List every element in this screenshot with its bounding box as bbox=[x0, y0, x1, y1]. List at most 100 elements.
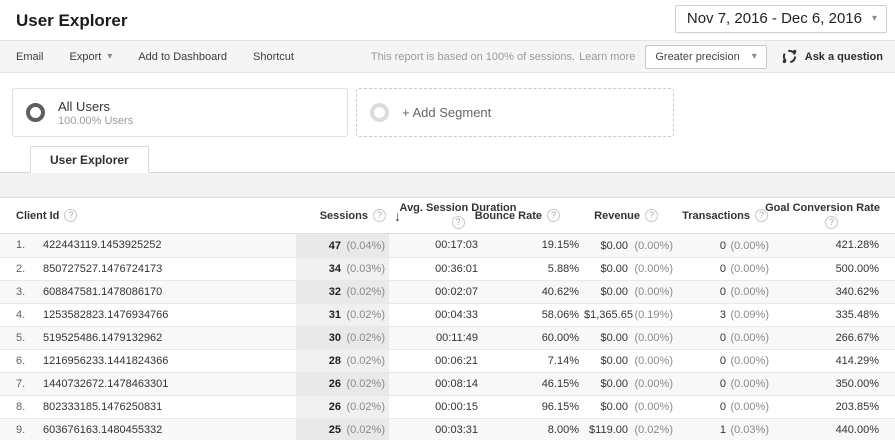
sampling-note: This report is based on 100% of sessions… bbox=[370, 50, 636, 63]
row-number: 6. bbox=[16, 355, 26, 367]
date-range-selector[interactable]: Nov 7, 2016 - Dec 6, 2016 ▾ bbox=[674, 5, 887, 33]
client-id-link[interactable]: 519525486.1479132962 bbox=[43, 332, 163, 344]
client-id-link[interactable]: 608847581.1478086170 bbox=[43, 286, 163, 298]
client-id-cell: 3. 608847581.1478086170 bbox=[0, 281, 296, 303]
sessions-cell: 31 (0.02%) bbox=[296, 304, 389, 326]
bounce-rate-cell: 96.15% bbox=[541, 401, 579, 413]
table-row: 5. 519525486.1479132962 30 (0.02%) 00:11… bbox=[0, 326, 895, 349]
table-row: 9. 603676163.1480455332 25 (0.02%) 00:03… bbox=[0, 418, 895, 440]
client-id-cell: 1. 422443119.1453925252 bbox=[0, 234, 296, 257]
client-id-cell: 5. 519525486.1479132962 bbox=[0, 327, 296, 349]
help-icon[interactable]: ? bbox=[547, 209, 560, 222]
client-id-link[interactable]: 1253582823.1476934766 bbox=[43, 309, 169, 321]
page-title: User Explorer bbox=[16, 11, 128, 30]
avg-session-duration-cell: 00:00:15 bbox=[435, 401, 478, 413]
column-header-goal-conversion-rate[interactable]: Goal Conversion Rate ? bbox=[765, 202, 880, 229]
transactions-cell: 0 (0.00%) bbox=[719, 355, 769, 367]
sessions-cell: 32 (0.02%) bbox=[296, 281, 389, 303]
table-row: 2. 850727527.1476724173 34 (0.03%) 00:36… bbox=[0, 257, 895, 280]
help-icon[interactable]: ? bbox=[825, 216, 838, 229]
goal-conversion-rate-cell: 335.48% bbox=[835, 309, 879, 321]
client-id-link[interactable]: 802333185.1476250831 bbox=[43, 401, 163, 413]
row-number: 4. bbox=[16, 309, 26, 321]
export-button[interactable]: Export ▾ bbox=[69, 50, 113, 63]
help-icon[interactable]: ? bbox=[755, 209, 768, 222]
action-toolbar: Email Export ▾ Add to Dashboard Shortcut… bbox=[0, 40, 895, 73]
revenue-cell: $0.00 (0.00%) bbox=[600, 263, 673, 275]
column-header-bounce-rate[interactable]: Bounce Rate ? bbox=[475, 198, 560, 233]
email-button[interactable]: Email bbox=[16, 50, 44, 63]
client-id-cell: 2. 850727527.1476724173 bbox=[0, 258, 296, 280]
sessions-cell: 28 (0.02%) bbox=[296, 350, 389, 372]
sort-descending-icon[interactable]: ↓ bbox=[394, 207, 401, 224]
help-icon[interactable]: ? bbox=[645, 209, 658, 222]
bounce-rate-cell: 58.06% bbox=[541, 309, 579, 321]
goal-conversion-rate-cell: 414.29% bbox=[835, 355, 879, 367]
transactions-cell: 0 (0.00%) bbox=[719, 378, 769, 390]
goal-conversion-rate-cell: 266.67% bbox=[835, 332, 879, 344]
transactions-cell: 0 (0.00%) bbox=[719, 239, 769, 252]
sessions-cell: 30 (0.02%) bbox=[296, 327, 389, 349]
row-number: 2. bbox=[16, 263, 26, 275]
column-header-avg-session-duration[interactable]: Avg. Session Duration ? bbox=[399, 202, 517, 229]
revenue-cell: $0.00 (0.00%) bbox=[600, 286, 673, 298]
transactions-cell: 0 (0.00%) bbox=[719, 332, 769, 344]
client-id-link[interactable]: 1216956233.1441824366 bbox=[43, 355, 169, 367]
client-id-link[interactable]: 1440732672.1478463301 bbox=[43, 378, 169, 390]
client-id-cell: 4. 1253582823.1476934766 bbox=[0, 304, 296, 326]
precision-selector[interactable]: Greater precision ▾ bbox=[645, 44, 767, 69]
chevron-down-icon: ▾ bbox=[107, 50, 113, 62]
date-range-label: Nov 7, 2016 - Dec 6, 2016 bbox=[686, 10, 862, 27]
avg-session-duration-cell: 00:36:01 bbox=[435, 263, 478, 275]
column-header-transactions[interactable]: Transactions ? bbox=[682, 198, 768, 233]
goal-conversion-rate-cell: 203.85% bbox=[835, 401, 879, 413]
column-header-revenue[interactable]: Revenue ? bbox=[594, 198, 658, 233]
segment-all-users[interactable]: All Users 100.00% Users bbox=[12, 88, 348, 137]
revenue-cell: $0.00 (0.00%) bbox=[600, 355, 673, 367]
sessions-cell: 25 (0.02%) bbox=[296, 419, 389, 440]
add-segment-button[interactable]: + Add Segment bbox=[356, 88, 674, 137]
avg-session-duration-cell: 00:17:03 bbox=[435, 239, 478, 251]
row-number: 3. bbox=[16, 286, 26, 298]
ask-a-question-button[interactable]: Ask a question bbox=[781, 48, 883, 65]
segment-bar: All Users 100.00% Users + Add Segment bbox=[0, 73, 895, 146]
help-icon[interactable]: ? bbox=[64, 209, 78, 222]
learn-more-link[interactable]: Learn more bbox=[579, 50, 636, 63]
help-icon[interactable]: ? bbox=[451, 216, 465, 229]
revenue-cell: $0.00 (0.00%) bbox=[600, 332, 673, 344]
client-id-link[interactable]: 603676163.1480455332 bbox=[43, 424, 163, 436]
goal-conversion-rate-cell: 440.00% bbox=[835, 424, 879, 436]
segment-name: All Users bbox=[58, 98, 111, 114]
revenue-cell: $119.00 (0.02%) bbox=[589, 424, 673, 436]
bounce-rate-cell: 46.15% bbox=[541, 378, 579, 390]
avg-session-duration-cell: 00:03:31 bbox=[435, 424, 478, 436]
sessions-cell: 26 (0.02%) bbox=[296, 396, 389, 418]
table-row: 1. 422443119.1453925252 47 (0.04%) 00:17… bbox=[0, 234, 895, 257]
bounce-rate-cell: 5.88% bbox=[547, 263, 579, 275]
client-id-link[interactable]: 850727527.1476724173 bbox=[43, 263, 163, 275]
bounce-rate-cell: 40.62% bbox=[541, 286, 579, 298]
table-row: 8. 802333185.1476250831 26 (0.02%) 00:00… bbox=[0, 395, 895, 418]
revenue-cell: $0.00 (0.00%) bbox=[600, 378, 673, 390]
table-top-band bbox=[0, 173, 895, 198]
shortcut-button[interactable]: Shortcut bbox=[253, 50, 294, 63]
column-header-sessions[interactable]: Sessions ? bbox=[320, 198, 386, 233]
client-id-cell: 7. 1440732672.1478463301 bbox=[0, 373, 296, 395]
sessions-cell: 26 (0.02%) bbox=[296, 373, 389, 395]
add-to-dashboard-button[interactable]: Add to Dashboard bbox=[138, 50, 228, 63]
help-icon[interactable]: ? bbox=[373, 209, 386, 222]
row-number: 1. bbox=[16, 239, 26, 251]
avg-session-duration-cell: 00:08:14 bbox=[435, 378, 478, 390]
segment-ring-icon bbox=[370, 103, 389, 122]
tab-user-explorer[interactable]: User Explorer bbox=[30, 146, 149, 173]
sessions-cell: 34 (0.03%) bbox=[296, 258, 389, 280]
intelligence-icon bbox=[782, 49, 797, 64]
revenue-cell: $0.00 (0.00%) bbox=[600, 401, 673, 413]
client-id-cell: 6. 1216956233.1441824366 bbox=[0, 350, 296, 372]
bounce-rate-cell: 19.15% bbox=[541, 239, 579, 251]
client-id-link[interactable]: 422443119.1453925252 bbox=[43, 239, 162, 251]
segment-detail: 100.00% Users bbox=[58, 114, 134, 127]
sessions-cell: 47 (0.04%) bbox=[296, 234, 389, 257]
bounce-rate-cell: 8.00% bbox=[547, 424, 579, 436]
column-header-client-id[interactable]: Client Id ? bbox=[16, 198, 78, 233]
